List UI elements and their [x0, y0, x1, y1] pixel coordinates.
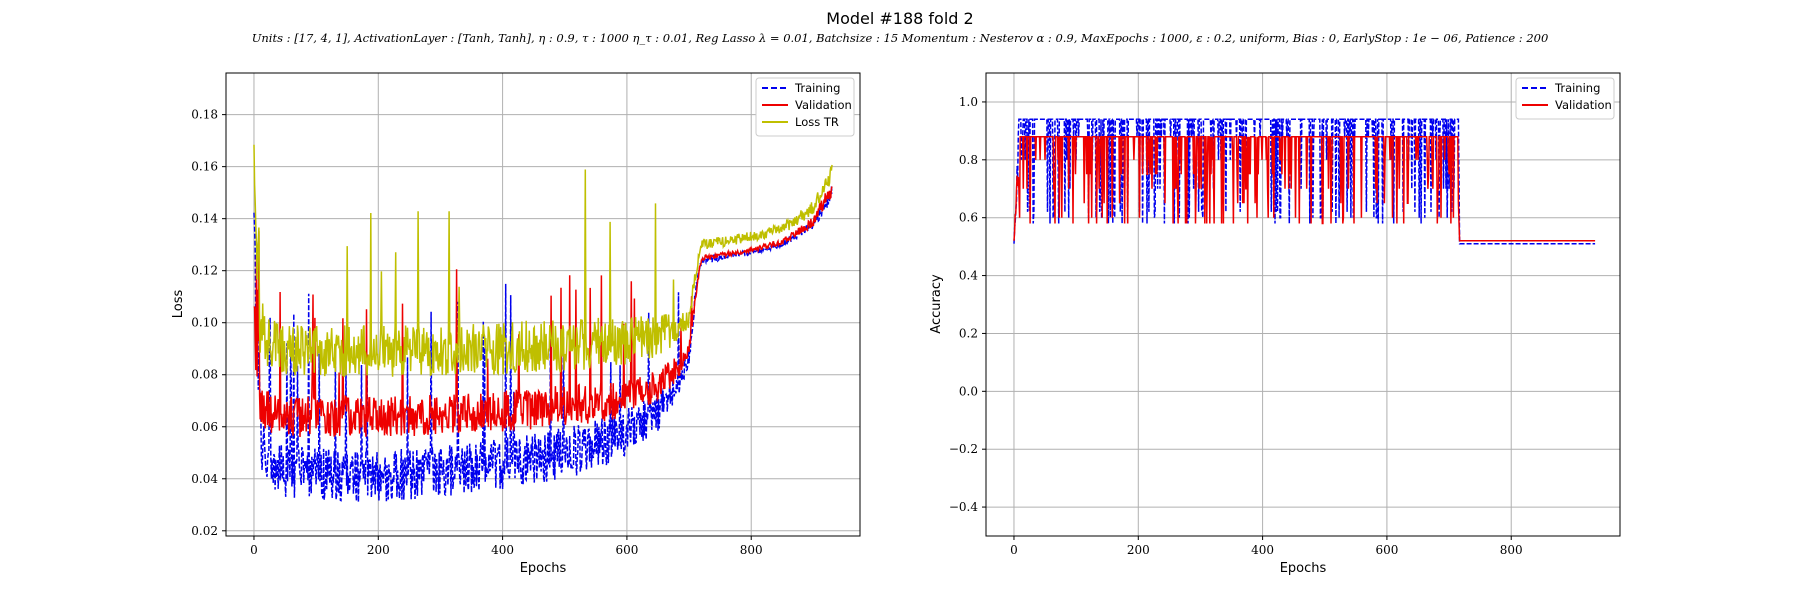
loss-xtick-label: 200: [367, 543, 390, 557]
accuracy-xlabel: Epochs: [1280, 561, 1327, 576]
loss-xlabel: Epochs: [520, 561, 567, 576]
accuracy-ytick-label: −0.2: [949, 442, 978, 456]
accuracy-chart: 0 200 400 600 800−0.4−0.20.00.20.40.60.81.0 …: [929, 72, 1621, 576]
loss-axes-frame: [225, 72, 861, 537]
figure-title: Model #188 fold 2: [826, 9, 974, 28]
loss-ytick-label: 0.10: [191, 316, 218, 330]
accuracy-xtick-label: 400: [1251, 543, 1274, 557]
accuracy-series-group: [1013, 118, 1596, 245]
loss-series-loss-tr-line: [253, 144, 833, 378]
accuracy-ytick-label: 0.8: [959, 153, 978, 167]
loss-series-validation-line: [253, 186, 833, 438]
loss-ytick-label: 0.02: [191, 524, 218, 538]
accuracy-ytick-label: 0.6: [959, 211, 978, 225]
loss-legend-label-loss-tr: Loss TR: [795, 115, 839, 129]
accuracy-legend: Training Validation: [1515, 77, 1615, 120]
accuracy-xtick-label: 600: [1375, 543, 1398, 557]
accuracy-ytick-label: 0.4: [959, 269, 978, 283]
loss-ylabel: Loss: [171, 290, 186, 319]
loss-xtick-label: 600: [615, 543, 638, 557]
accuracy-ytick-label: 0.2: [959, 326, 978, 340]
loss-ytick-label: 0.18: [191, 108, 218, 122]
loss-ytick-label: 0.12: [191, 264, 218, 278]
loss-gridlines: [226, 73, 860, 536]
loss-ytick-label: 0.06: [191, 420, 218, 434]
loss-legend-label-training: Training: [794, 81, 840, 95]
accuracy-tick-labels: 0 200 400 600 800 −0.4 −0.2 0.0 0.2 0.4 0.6 0.8 1.0: [949, 95, 1523, 557]
accuracy-ylabel: Accuracy: [929, 274, 944, 334]
loss-chart: 0 200 400 600 800 0.02 0.04 0.06 0.08 0.10 0.12 0.1…: [171, 72, 861, 576]
accuracy-ytick-label: −0.4: [949, 500, 979, 514]
accuracy-xtick-label: 200: [1127, 543, 1150, 557]
accuracy-series-validation-line: [1013, 135, 1596, 242]
loss-ytick-label: 0.04: [191, 472, 218, 486]
loss-xtick-label: 400: [491, 543, 514, 557]
loss-xtick-label: 0: [250, 543, 258, 557]
accuracy-gridlines: [986, 73, 1620, 536]
loss-legend: Training Validation Loss TR: [755, 77, 855, 137]
accuracy-ytick-label: 0.0: [959, 384, 978, 398]
accuracy-xtick-label: 0: [1010, 543, 1018, 557]
accuracy-xtick-label: 800: [1500, 543, 1523, 557]
loss-ytick-label: 0.14: [191, 212, 218, 226]
accuracy-legend-label-training: Training: [1554, 81, 1600, 95]
accuracy-ytick-label: 1.0: [959, 95, 978, 109]
figure-subtitle: Units : [17, 4, 1], ActivationLayer : [T…: [251, 31, 1549, 45]
loss-legend-label-validation: Validation: [795, 98, 852, 112]
loss-tick-labels: 0 200 400 600 800 0.02 0.04 0.06 0.08 0.10 0.12 0.1…: [191, 108, 762, 557]
loss-ytick-label: 0.16: [191, 160, 218, 174]
accuracy-axes-frame: [985, 72, 1621, 537]
loss-ytick-label: 0.08: [191, 368, 218, 382]
accuracy-legend-label-validation: Validation: [1555, 98, 1612, 112]
loss-xtick-label: 800: [740, 543, 763, 557]
loss-series-group: [253, 144, 833, 503]
